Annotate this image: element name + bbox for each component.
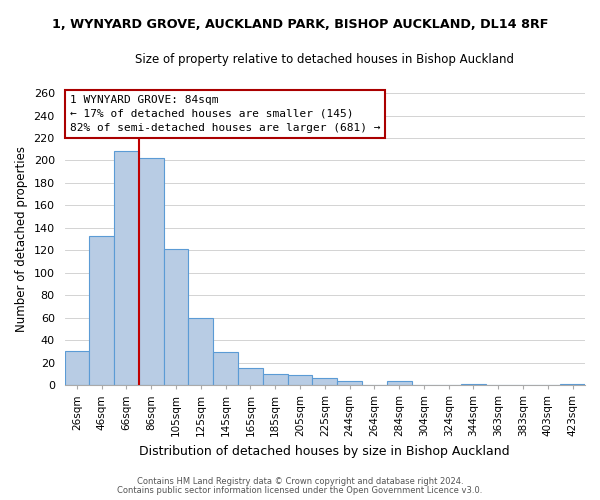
Text: 1 WYNYARD GROVE: 84sqm
← 17% of detached houses are smaller (145)
82% of semi-de: 1 WYNYARD GROVE: 84sqm ← 17% of detached… (70, 94, 380, 134)
Bar (263, 374, 287, 385)
Bar (560, 384, 585, 385)
Y-axis label: Number of detached properties: Number of detached properties (15, 146, 28, 332)
Text: Contains HM Land Registry data © Crown copyright and database right 2024.: Contains HM Land Registry data © Crown c… (137, 477, 463, 486)
Text: Contains public sector information licensed under the Open Government Licence v3: Contains public sector information licen… (118, 486, 482, 495)
Title: Size of property relative to detached houses in Bishop Auckland: Size of property relative to detached ho… (135, 52, 514, 66)
Bar (65, 352, 89, 385)
Bar (139, 158, 164, 385)
Bar (387, 380, 412, 385)
Bar (238, 368, 263, 385)
Bar (313, 378, 337, 385)
Bar (213, 352, 238, 385)
Text: 1, WYNYARD GROVE, AUCKLAND PARK, BISHOP AUCKLAND, DL14 8RF: 1, WYNYARD GROVE, AUCKLAND PARK, BISHOP … (52, 18, 548, 30)
Bar (461, 384, 486, 385)
Bar (114, 152, 139, 385)
Bar (188, 318, 213, 385)
X-axis label: Distribution of detached houses by size in Bishop Auckland: Distribution of detached houses by size … (139, 444, 510, 458)
Bar (164, 249, 188, 385)
Bar (337, 380, 362, 385)
Bar (287, 375, 313, 385)
Bar (89, 236, 114, 385)
